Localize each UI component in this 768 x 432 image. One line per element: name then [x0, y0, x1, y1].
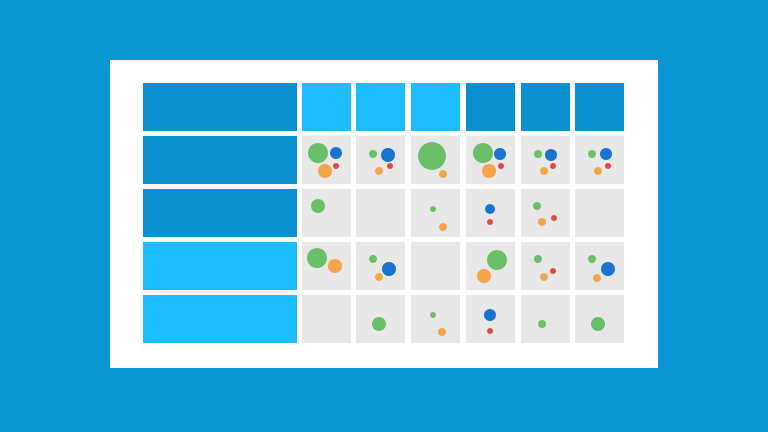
cell [356, 242, 405, 290]
dot [487, 328, 493, 334]
dot [330, 147, 342, 159]
dot [381, 148, 395, 162]
dot [308, 143, 328, 163]
dot [538, 218, 546, 226]
dot [333, 163, 339, 169]
dot [438, 328, 446, 336]
dot [593, 274, 601, 282]
dot [375, 273, 383, 281]
dot [487, 250, 507, 270]
column-header [466, 83, 515, 131]
dot [439, 223, 447, 231]
dot [307, 248, 327, 268]
column-header [302, 83, 351, 131]
cell [411, 295, 460, 343]
cell [356, 136, 405, 184]
cell [411, 242, 460, 290]
dot [477, 269, 491, 283]
dot [382, 262, 396, 276]
cell [521, 189, 570, 237]
dot [311, 199, 325, 213]
dot [328, 259, 342, 273]
row-header [143, 295, 297, 343]
table [143, 83, 624, 343]
column-header [521, 83, 570, 131]
dot [369, 150, 377, 158]
dot [473, 143, 493, 163]
dot [550, 268, 556, 274]
dot [485, 204, 495, 214]
header-corner [143, 83, 297, 131]
cell [302, 295, 351, 343]
row-header [143, 189, 297, 237]
dot [375, 167, 383, 175]
dot [369, 255, 377, 263]
dot [430, 206, 436, 212]
dot [418, 142, 446, 170]
dot [591, 317, 605, 331]
column-header [575, 83, 624, 131]
dot [601, 262, 615, 276]
dot [551, 215, 557, 221]
row-header [143, 136, 297, 184]
dot [588, 255, 596, 263]
row-header [143, 242, 297, 290]
dot [387, 163, 393, 169]
cell [411, 189, 460, 237]
cell [575, 136, 624, 184]
dots [307, 142, 615, 336]
dot [487, 219, 493, 225]
cell [302, 189, 351, 237]
dot [540, 273, 548, 281]
dot [318, 164, 332, 178]
cell [575, 189, 624, 237]
cell [575, 242, 624, 290]
dot [482, 164, 496, 178]
dot [534, 255, 542, 263]
dot [550, 163, 556, 169]
cell [356, 189, 405, 237]
column-header [356, 83, 405, 131]
dot [498, 163, 504, 169]
cell [521, 242, 570, 290]
dot [605, 163, 611, 169]
dot [430, 312, 436, 318]
dot [588, 150, 596, 158]
dot [600, 148, 612, 160]
dot [439, 170, 447, 178]
dot [533, 202, 541, 210]
dot [494, 148, 506, 160]
dot [545, 149, 557, 161]
dot [538, 320, 546, 328]
dot [372, 317, 386, 331]
dot [484, 309, 496, 321]
cell [521, 295, 570, 343]
dot [594, 167, 602, 175]
column-header [411, 83, 460, 131]
cell [302, 242, 351, 290]
cell [521, 136, 570, 184]
dot [534, 150, 542, 158]
dot [540, 167, 548, 175]
